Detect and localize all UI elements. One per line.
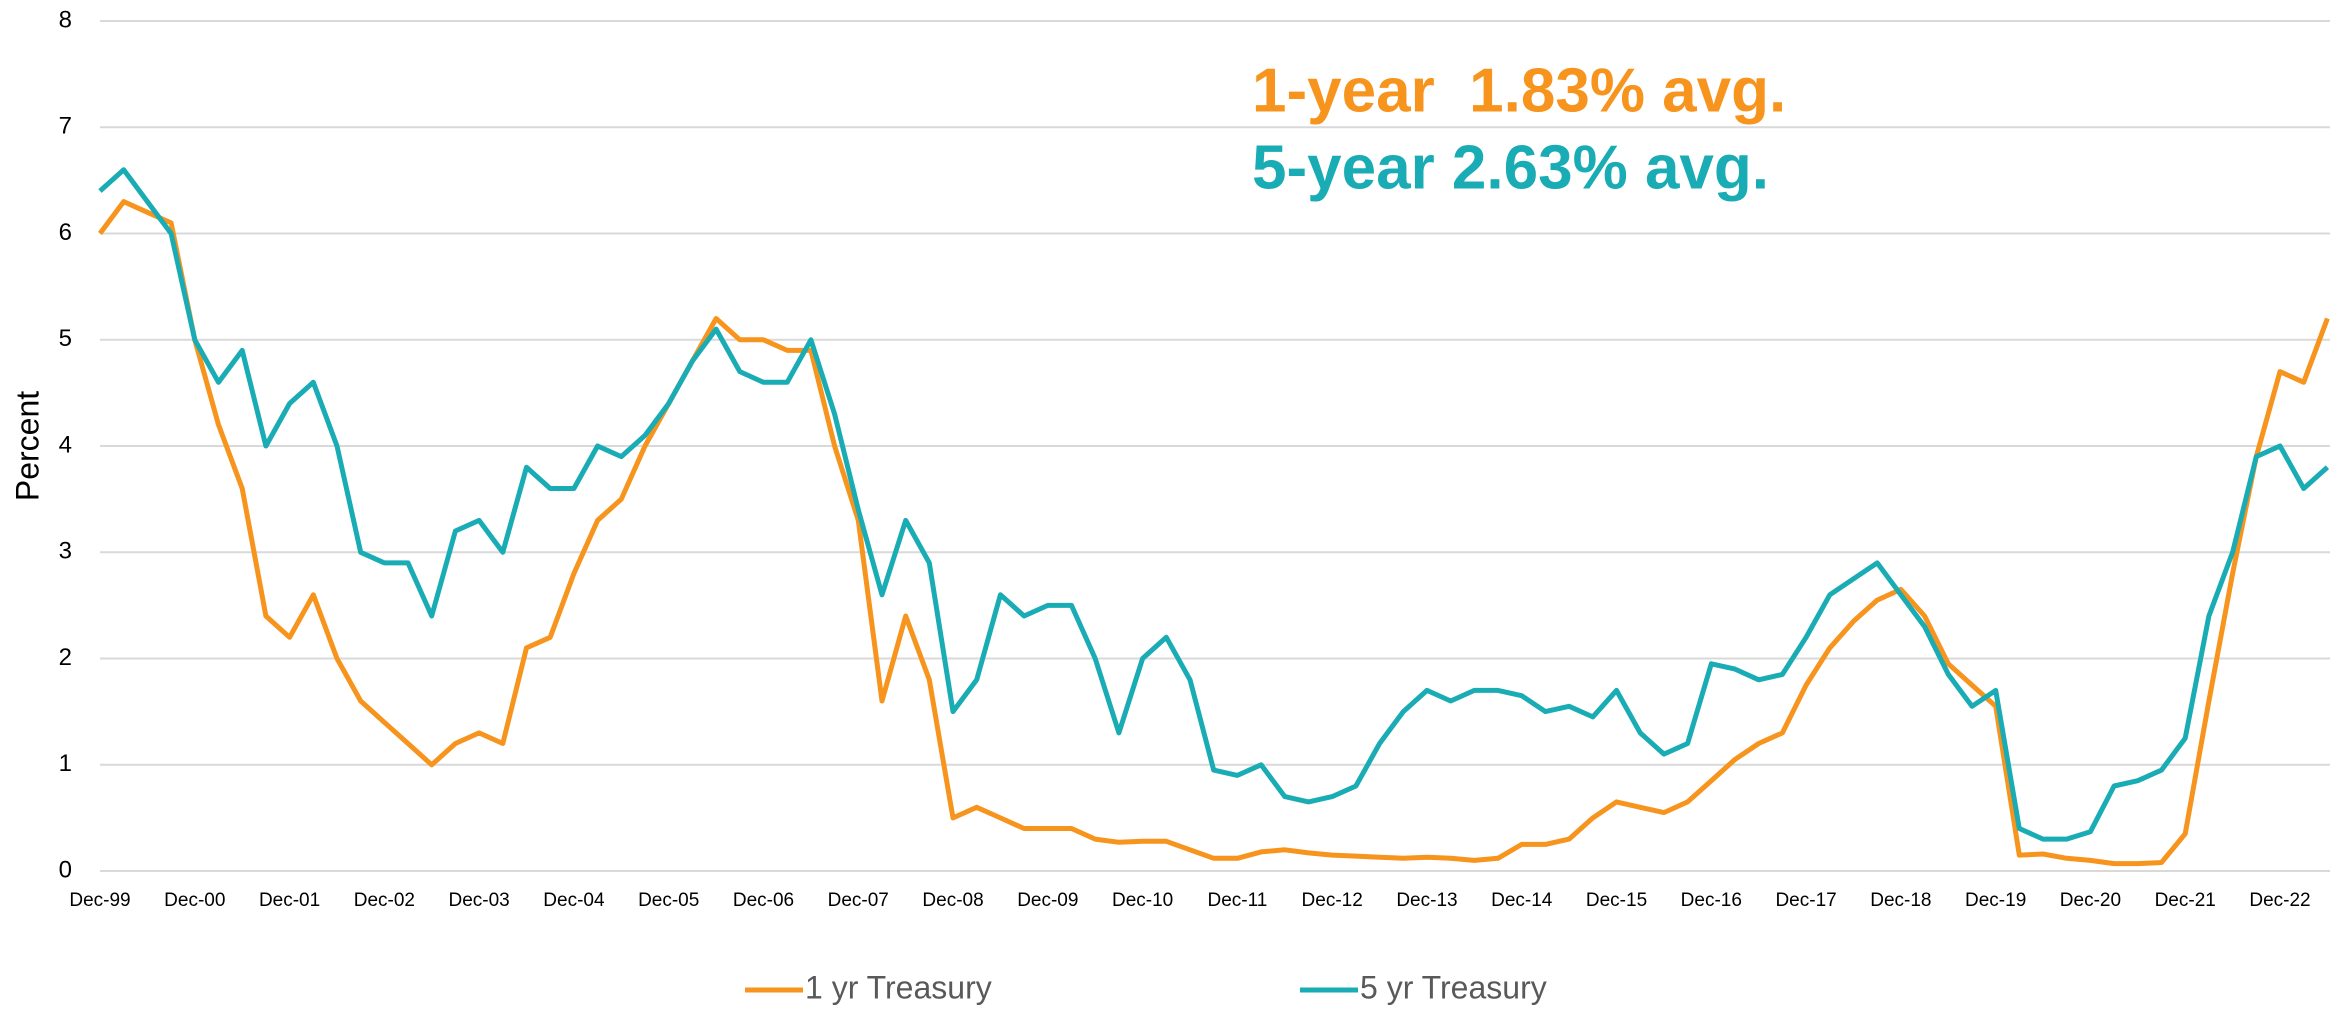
y-tick-label: 8 <box>59 6 72 33</box>
x-tick-label: Dec-04 <box>543 890 605 911</box>
legend-label: 5 yr Treasury <box>1360 969 1547 1005</box>
x-tick-label: Dec-01 <box>259 890 320 911</box>
annotation: 1-year 1.83% avg. <box>1252 56 1786 125</box>
x-tick-label: Dec-03 <box>449 890 510 911</box>
y-tick-label: 5 <box>59 325 72 352</box>
y-tick-label: 1 <box>59 750 72 777</box>
annotation: 5-year 2.63% avg. <box>1252 133 1769 202</box>
y-tick-label: 6 <box>59 219 72 246</box>
x-tick-label: Dec-09 <box>1017 890 1078 911</box>
x-tick-label: Dec-10 <box>1112 890 1173 911</box>
x-tick-label: Dec-02 <box>354 890 415 911</box>
x-tick-label: Dec-07 <box>828 890 889 911</box>
y-axis-label: Percent <box>9 391 45 501</box>
x-tick-label: Dec-06 <box>733 890 794 911</box>
x-tick-label: Dec-14 <box>1491 890 1553 911</box>
x-tick-label: Dec-19 <box>1965 890 2026 911</box>
y-tick-label: 3 <box>59 538 72 565</box>
x-tick-label: Dec-15 <box>1586 890 1647 911</box>
x-tick-label: Dec-11 <box>1207 890 1267 911</box>
x-tick-label: Dec-12 <box>1302 890 1363 911</box>
x-tick-label: Dec-18 <box>1870 890 1931 911</box>
x-tick-label: Dec-21 <box>2155 890 2216 911</box>
x-tick-label: Dec-17 <box>1775 890 1836 911</box>
series-line <box>97 199 2330 867</box>
legend-label: 1 yr Treasury <box>805 969 992 1005</box>
x-tick-label: Dec-20 <box>2060 890 2121 911</box>
x-tick-label: Dec-99 <box>69 890 130 911</box>
x-tick-label: Dec-08 <box>922 890 983 911</box>
y-tick-label: 2 <box>59 644 72 671</box>
x-tick-label: Dec-05 <box>638 890 699 911</box>
y-tick-label: 4 <box>59 431 72 458</box>
x-tick-label: Dec-00 <box>164 890 225 911</box>
y-tick-label: 7 <box>59 113 72 140</box>
x-tick-label: Dec-13 <box>1396 890 1457 911</box>
series-line <box>98 167 2330 842</box>
x-tick-label: Dec-16 <box>1681 890 1742 911</box>
x-tick-label: Dec-22 <box>2249 890 2310 911</box>
y-tick-label: 0 <box>59 856 72 883</box>
